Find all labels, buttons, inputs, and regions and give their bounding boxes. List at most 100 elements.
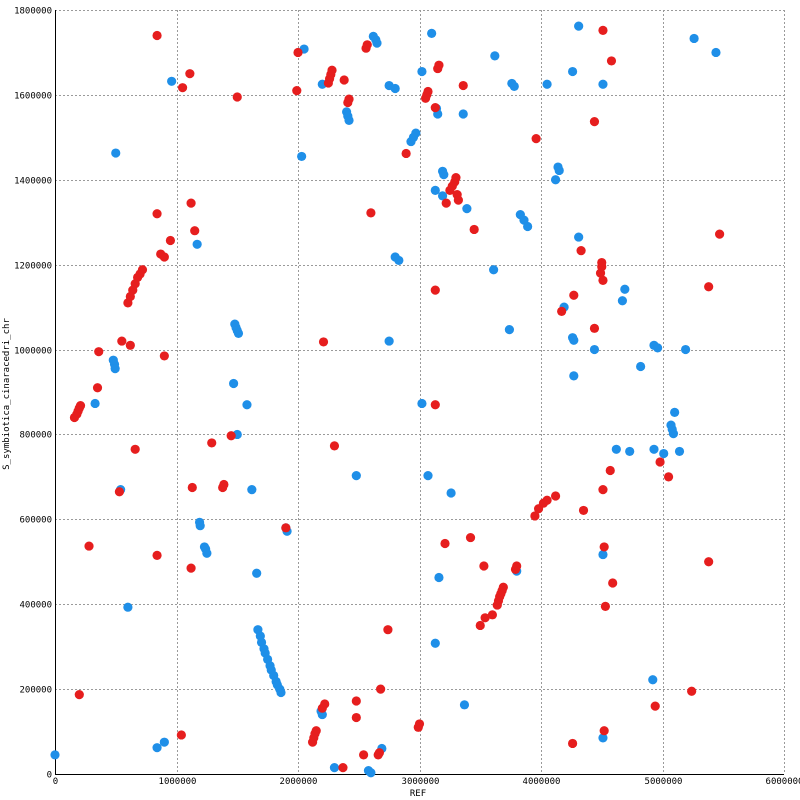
data-point <box>195 521 205 531</box>
data-point <box>152 743 162 753</box>
data-point <box>578 505 589 516</box>
data-point <box>430 185 440 195</box>
data-point <box>715 229 725 239</box>
data-point <box>498 582 508 592</box>
data-point <box>374 748 385 758</box>
data-point <box>458 109 468 119</box>
data-point <box>598 275 608 285</box>
data-point <box>165 235 176 246</box>
data-point <box>338 763 348 773</box>
y-axis-title: S_symbiotica_cinaracedri_chr <box>2 318 12 470</box>
data-point <box>611 444 621 454</box>
data-point <box>475 620 485 631</box>
data-point <box>434 60 444 70</box>
data-point <box>531 134 541 144</box>
data-point <box>159 737 169 747</box>
data-point <box>117 336 127 346</box>
data-point <box>446 488 456 498</box>
data-point <box>276 687 286 698</box>
data-point <box>542 79 552 89</box>
x-tick-label: 6000000 <box>766 777 800 787</box>
data-point <box>687 686 697 696</box>
data-point <box>94 347 104 357</box>
data-point <box>293 47 303 58</box>
data-point <box>137 265 148 275</box>
y-tick-label: 600000 <box>19 516 52 526</box>
data-point <box>186 198 196 208</box>
data-point <box>490 51 500 61</box>
data-point <box>318 337 329 347</box>
data-point <box>576 246 586 256</box>
data-point <box>469 224 479 235</box>
data-point <box>50 750 60 760</box>
data-point <box>366 768 376 778</box>
data-point <box>390 83 400 94</box>
data-point <box>152 550 162 561</box>
y-tick-label: 1400000 <box>14 177 52 187</box>
data-point <box>489 265 499 275</box>
data-point <box>186 563 196 573</box>
data-point <box>650 701 660 711</box>
data-point <box>384 336 394 346</box>
data-point <box>125 340 135 350</box>
data-point <box>414 719 425 729</box>
data-point <box>430 103 440 113</box>
data-point <box>383 625 393 635</box>
data-point <box>598 549 608 560</box>
data-point <box>711 47 721 58</box>
data-point <box>659 448 669 459</box>
data-point <box>441 198 451 208</box>
data-points <box>50 21 725 778</box>
data-point <box>252 568 262 578</box>
x-tick-label: 2000000 <box>280 777 318 787</box>
data-point <box>440 538 450 549</box>
data-point <box>599 542 609 552</box>
data-point <box>557 306 567 316</box>
data-point <box>504 325 515 335</box>
x-tick-label: 4000000 <box>523 777 561 787</box>
data-point <box>704 557 714 567</box>
data-point <box>550 175 561 185</box>
data-point <box>339 75 349 85</box>
data-point <box>550 491 561 501</box>
data-point <box>167 76 177 86</box>
data-point <box>523 221 533 232</box>
data-point <box>130 444 140 454</box>
data-point <box>569 290 579 300</box>
data-point <box>589 344 600 355</box>
data-point <box>281 523 291 533</box>
data-point <box>430 638 440 648</box>
data-point <box>567 738 578 749</box>
tick-labels: 0 1000000 2000000 3000000 4000000 5000000 6000… <box>14 7 800 788</box>
data-point <box>351 712 361 723</box>
data-point <box>542 495 552 505</box>
data-point <box>704 282 714 292</box>
data-point <box>152 30 162 41</box>
data-point <box>329 441 340 451</box>
data-point <box>226 431 236 441</box>
data-point <box>376 684 386 694</box>
x-tick-label: 1000000 <box>159 777 197 787</box>
data-point <box>600 601 610 611</box>
data-point <box>487 610 497 620</box>
y-tick-label: 1800000 <box>14 7 52 17</box>
data-point <box>317 709 327 720</box>
data-point <box>599 726 609 736</box>
data-point <box>598 733 608 743</box>
data-point <box>394 255 404 266</box>
data-point <box>620 284 630 294</box>
data-point <box>114 487 124 497</box>
y-tick-label: 800000 <box>19 431 52 441</box>
data-point <box>459 700 470 710</box>
data-point <box>574 21 584 31</box>
data-point <box>327 65 337 75</box>
data-point <box>351 471 361 481</box>
data-point <box>598 485 608 495</box>
data-point <box>509 81 519 91</box>
data-point <box>589 323 600 333</box>
data-point <box>343 97 353 108</box>
data-point <box>554 165 564 176</box>
data-point <box>589 117 600 127</box>
data-point <box>351 696 361 706</box>
